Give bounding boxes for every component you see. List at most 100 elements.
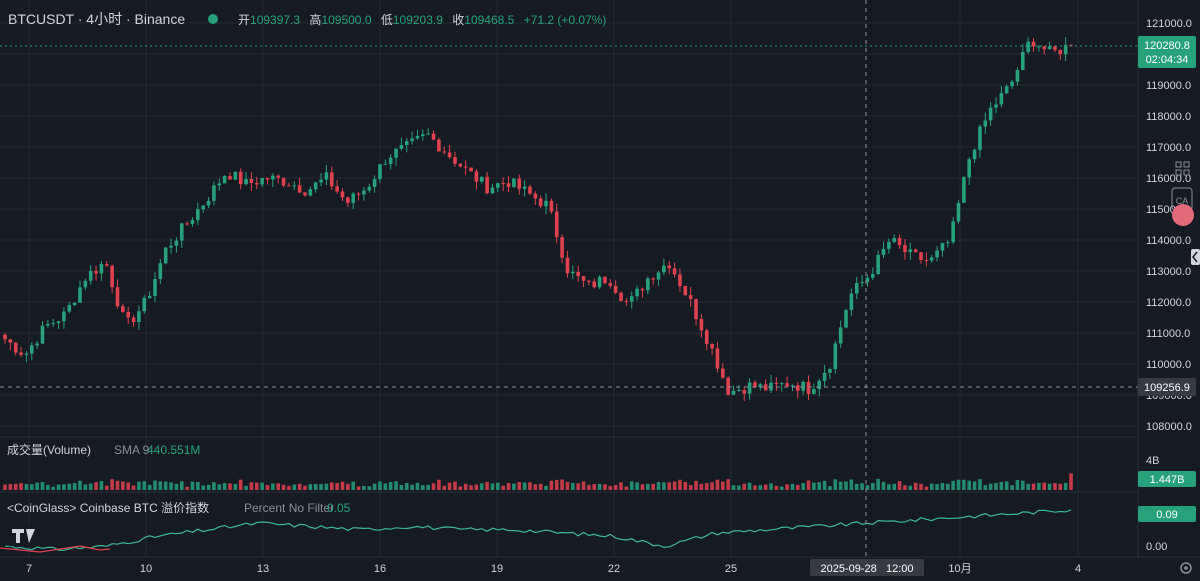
candle-body[interactable] [710, 344, 714, 349]
volume-bar[interactable] [249, 482, 254, 490]
candle-body[interactable] [121, 306, 125, 312]
volume-bar[interactable] [796, 485, 800, 490]
volume-bar[interactable] [13, 483, 18, 490]
candle-body[interactable] [206, 200, 211, 206]
volume-bar[interactable] [549, 480, 554, 490]
candle-body[interactable] [983, 120, 988, 127]
candle-body[interactable] [260, 177, 264, 185]
volume-bar[interactable] [592, 484, 597, 490]
candle-body[interactable] [731, 390, 736, 395]
volume-bar[interactable] [1063, 482, 1068, 490]
candle-body[interactable] [222, 175, 227, 184]
candle-body[interactable] [99, 264, 104, 274]
candle-body[interactable] [672, 268, 677, 275]
candle-body[interactable] [865, 277, 870, 283]
candle-body[interactable] [399, 145, 404, 149]
volume-bar[interactable] [104, 485, 109, 490]
volume-bar[interactable] [688, 484, 693, 490]
candle-body[interactable] [356, 193, 361, 195]
volume-bar[interactable] [179, 481, 184, 490]
candle-body[interactable] [40, 325, 45, 344]
candle-body[interactable] [571, 271, 575, 274]
volume-bar[interactable] [683, 481, 688, 490]
volume-bar[interactable] [822, 480, 827, 490]
candle-body[interactable] [704, 330, 709, 345]
candle-body[interactable] [329, 172, 334, 187]
volume-bar[interactable] [999, 481, 1004, 490]
candle-body[interactable] [753, 382, 757, 388]
candle-body[interactable] [51, 323, 56, 325]
volume-bar[interactable] [699, 483, 704, 490]
premium-index-line[interactable] [0, 509, 1072, 553]
candle-body[interactable] [699, 319, 704, 331]
volume-bar[interactable] [147, 484, 152, 490]
volume-bar[interactable] [163, 481, 168, 490]
volume-bar[interactable] [528, 482, 532, 490]
volume-bar[interactable] [8, 483, 13, 490]
volume-bar[interactable] [983, 485, 988, 490]
candle-body[interactable] [522, 186, 527, 189]
volume-bar[interactable] [737, 485, 741, 490]
candle-body[interactable] [1047, 46, 1052, 50]
volume-bar[interactable] [560, 479, 564, 490]
volume-bar[interactable] [356, 486, 361, 490]
candle-body[interactable] [592, 281, 597, 288]
volume-bar[interactable] [340, 481, 345, 490]
volume-bar[interactable] [790, 483, 795, 490]
volume-bar[interactable] [394, 481, 398, 490]
candle-body[interactable] [624, 300, 629, 302]
candle-body[interactable] [860, 282, 864, 284]
candle-body[interactable] [490, 187, 495, 194]
candle-body[interactable] [346, 197, 350, 203]
volume-bar[interactable] [635, 482, 639, 490]
volume-bar[interactable] [56, 484, 61, 490]
candle-body[interactable] [447, 152, 452, 158]
candle-body[interactable] [1015, 70, 1020, 82]
candle-body[interactable] [1053, 46, 1057, 51]
candle-body[interactable] [501, 183, 505, 185]
candle-body[interactable] [147, 295, 152, 298]
candle-body[interactable] [324, 172, 329, 180]
candle-body[interactable] [763, 384, 768, 391]
candle-body[interactable] [506, 183, 511, 187]
candle-body[interactable] [635, 288, 639, 297]
candle-body[interactable] [479, 176, 484, 182]
volume-bar[interactable] [1031, 483, 1036, 490]
volume-bar[interactable] [196, 481, 200, 490]
candle-body[interactable] [656, 272, 661, 280]
volume-bar[interactable] [988, 483, 993, 490]
volume-bar[interactable] [110, 479, 114, 490]
volume-bar[interactable] [619, 482, 623, 490]
volume-bar[interactable] [1004, 481, 1009, 490]
volume-bar[interactable] [710, 482, 714, 490]
candle-body[interactable] [737, 389, 741, 391]
volume-bar[interactable] [597, 483, 602, 490]
volume-bar[interactable] [447, 482, 452, 490]
volume-bar[interactable] [929, 483, 934, 490]
candle-body[interactable] [383, 163, 388, 165]
user-avatar-icon[interactable] [1172, 204, 1194, 226]
volume-bar[interactable] [694, 480, 698, 490]
volume-bar[interactable] [415, 482, 420, 490]
candle-body[interactable] [94, 270, 98, 274]
volume-bar[interactable] [742, 483, 747, 490]
candle-body[interactable] [142, 297, 147, 312]
volume-bar[interactable] [153, 480, 157, 490]
candle-body[interactable] [533, 193, 538, 199]
volume-bar[interactable] [254, 482, 259, 490]
volume-bar[interactable] [496, 482, 500, 490]
candle-body[interactable] [1063, 44, 1068, 55]
grid-icon[interactable] [1175, 161, 1190, 176]
candle-body[interactable] [640, 288, 645, 291]
candle-body[interactable] [233, 171, 238, 180]
volume-bar[interactable] [313, 484, 318, 490]
candle-body[interactable] [67, 305, 72, 312]
volume-bar[interactable] [828, 486, 832, 490]
volume-bar[interactable] [1026, 483, 1030, 490]
volume-bar[interactable] [137, 481, 141, 490]
candle-body[interactable] [876, 254, 880, 275]
candle-body[interactable] [854, 282, 859, 294]
volume-bar[interactable] [838, 481, 843, 490]
volume-bar[interactable] [83, 484, 88, 490]
candle-body[interactable] [512, 178, 516, 187]
